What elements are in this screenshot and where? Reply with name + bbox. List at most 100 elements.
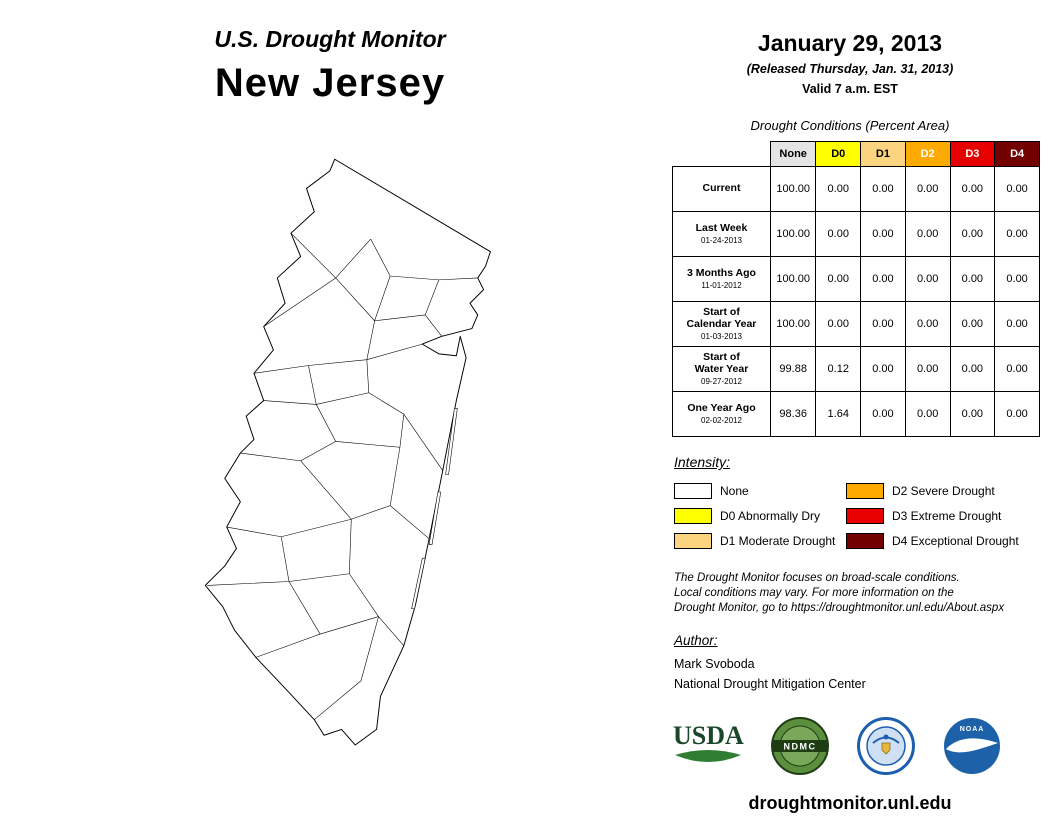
county-borders [207, 232, 478, 720]
legend-swatch [846, 482, 884, 499]
product-title: U.S. Drought Monitor [214, 26, 446, 52]
row-label: 3 Months Ago 11-01-2012 [672, 256, 771, 302]
value-cell: 0.00 [904, 211, 951, 257]
legend-swatch [674, 507, 712, 524]
value-cell: 0.00 [815, 301, 862, 347]
value-cell: 0.00 [860, 211, 906, 257]
table-row: Start of Water Year 09-27-2012 99.88 0.12 0.… [672, 346, 1040, 392]
value-cell: 0.00 [949, 256, 996, 302]
col-header-d2: D2 [904, 141, 951, 167]
author-heading: Author: [674, 632, 718, 648]
legend-label: None [720, 483, 749, 498]
row-label: Current [672, 166, 771, 212]
legend-label: D0 Abnormally Dry [720, 508, 821, 523]
legend-label: D1 Moderate Drought [720, 533, 836, 548]
value-cell: 0.00 [904, 346, 951, 392]
barrier-islands [411, 408, 458, 610]
value-cell: 0.00 [949, 391, 996, 437]
table-row: One Year Ago 02-02-2012 98.36 1.64 0.00 0.00 0… [672, 391, 1040, 437]
table-row: 3 Months Ago 11-01-2012 100.00 0.00 0.00 0.00… [672, 256, 1040, 302]
drought-conditions-table: None D0 D1 D2 D3 D4 Current 100.00 0.00 0.00 0.00… [672, 141, 1040, 437]
disclaimer-line: The Drought Monitor focuses on broad-sca… [674, 572, 960, 584]
legend-item: D2 Severe Drought [846, 482, 1036, 499]
value-cell: 0.00 [904, 166, 951, 212]
valid-time: Valid 7 a.m. EST [802, 82, 898, 96]
legend-title: Intensity: [674, 454, 731, 470]
footer-url: droughtmonitor.unl.edu [748, 792, 952, 813]
legend-item: D4 Exceptional Drought [846, 532, 1036, 549]
value-cell: 0.00 [994, 211, 1040, 257]
row-label: Last Week 01-24-2013 [672, 211, 771, 257]
disclaimer-line: Local conditions may vary. For more info… [674, 587, 954, 600]
legend-swatch [846, 507, 884, 524]
legend-label: D2 Severe Drought [892, 483, 995, 498]
table-row: Last Week 01-24-2013 100.00 0.00 0.00 0.00 0.0… [672, 211, 1040, 257]
value-cell: 100.00 [769, 256, 817, 302]
legend-item: D1 Moderate Drought [674, 532, 846, 549]
value-cell: 0.00 [949, 346, 996, 392]
row-label: One Year Ago 02-02-2012 [672, 391, 771, 437]
legend-label: D3 Extreme Drought [892, 508, 1002, 523]
usda-logo: USDA [673, 721, 744, 762]
svg-text:NDMC: NDMC [784, 741, 817, 751]
legend-label: D4 Exceptional Drought [892, 533, 1019, 548]
value-cell: 0.00 [904, 391, 951, 437]
value-cell: 0.00 [860, 301, 906, 347]
legend-swatch [846, 532, 884, 549]
row-label: Start of Water Year 09-27-2012 [672, 346, 771, 392]
svg-text:NOAA: NOAA [960, 726, 985, 733]
commerce-seal-logo [857, 716, 915, 775]
legend-swatch [674, 532, 712, 549]
value-cell: 1.64 [815, 391, 862, 437]
table-body: Current 100.00 0.00 0.00 0.00 0.00 0.00 Last We… [672, 166, 1040, 437]
legend-item: D3 Extreme Drought [846, 507, 1036, 524]
value-cell: 0.00 [860, 256, 906, 302]
value-cell: 0.00 [904, 301, 951, 347]
col-header-d0: D0 [815, 141, 862, 167]
value-cell: 99.88 [769, 346, 817, 392]
value-cell: 0.00 [860, 346, 906, 392]
value-cell: 0.00 [994, 391, 1040, 437]
title-block: U.S. Drought Monitor New Jersey [95, 26, 565, 106]
value-cell: 0.00 [949, 166, 996, 212]
value-cell: 98.36 [769, 391, 817, 437]
col-header-d3: D3 [949, 141, 996, 167]
region-title: New Jersey [214, 61, 446, 105]
logo-row: USDA NDMC NOAA [672, 715, 1040, 777]
value-cell: 0.00 [994, 166, 1040, 212]
legend-item: D0 Abnormally Dry [674, 507, 846, 524]
disclaimer-line: Drought Monitor, go to https://droughtmo… [674, 602, 1005, 615]
value-cell: 0.00 [815, 256, 862, 302]
value-cell: 100.00 [769, 166, 817, 212]
corner-cell [672, 141, 771, 167]
col-header-d1: D1 [860, 141, 906, 167]
legend: None D0 Abnormally Dry D1 Moderate Drought… [674, 478, 1040, 553]
value-cell: 0.00 [904, 256, 951, 302]
noaa-logo: NOAA [944, 717, 1000, 774]
col-header-none: None [769, 141, 817, 167]
table-row: Start of Calendar Year 01-03-2013 100.00 0.… [672, 301, 1040, 347]
value-cell: 0.12 [815, 346, 862, 392]
row-label: Start of Calendar Year 01-03-2013 [672, 301, 771, 347]
value-cell: 0.00 [949, 211, 996, 257]
value-cell: 0.00 [815, 211, 862, 257]
value-cell: 0.00 [949, 301, 996, 347]
table-header-row: None D0 D1 D2 D3 D4 [672, 141, 1040, 167]
value-cell: 0.00 [860, 391, 906, 437]
report-sidebar: January 29, 2013 (Released Thursday, Jan… [660, 30, 1040, 814]
table-row: Current 100.00 0.00 0.00 0.00 0.00 0.00 [672, 166, 1040, 212]
value-cell: 0.00 [994, 256, 1040, 302]
legend-swatch [674, 482, 712, 499]
legend-item: None [674, 482, 846, 499]
disclaimer: The Drought Monitor focuses on broad-sca… [674, 571, 1040, 617]
state-outline [204, 158, 491, 746]
value-cell: 0.00 [860, 166, 906, 212]
release-note: (Released Thursday, Jan. 31, 2013) [746, 62, 954, 76]
value-cell: 0.00 [815, 166, 862, 212]
value-cell: 100.00 [769, 211, 817, 257]
new-jersey-map [204, 158, 491, 746]
col-header-d4: D4 [994, 141, 1040, 167]
svg-text:USDA: USDA [673, 721, 744, 750]
table-title: Drought Conditions (Percent Area) [750, 118, 950, 133]
value-cell: 0.00 [994, 301, 1040, 347]
